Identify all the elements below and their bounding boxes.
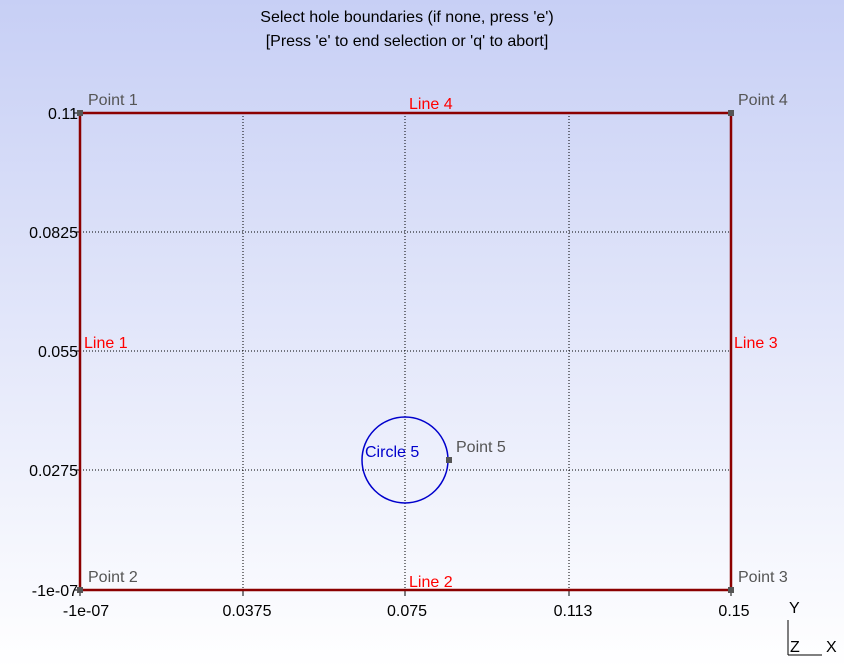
y-tick-label: 0.0275 — [29, 463, 78, 480]
triad-label: Y — [789, 600, 800, 617]
triad-label: Z — [790, 639, 800, 656]
x-tick-label: 0.15 — [718, 603, 749, 620]
point-label: Point 4 — [738, 92, 788, 109]
status-line: [Press 'e' to end selection or 'q' to ab… — [266, 33, 549, 50]
point — [446, 457, 452, 463]
x-tick-label: 0.0375 — [223, 603, 272, 620]
triad-label: X — [826, 639, 837, 656]
rectangle-lines — [78, 111, 733, 592]
point-label: Point 5 — [456, 439, 506, 456]
x-tick-label: 0.113 — [554, 603, 593, 620]
line-label: Line 2 — [409, 574, 453, 591]
point — [77, 110, 83, 116]
status-line: Select hole boundaries (if none, press '… — [260, 9, 553, 26]
line-label: Line 3 — [734, 335, 778, 352]
circle-label: Circle 5 — [365, 444, 419, 461]
line-label: Line 4 — [409, 96, 453, 113]
axis-triad: Y Z X — [787, 600, 837, 656]
y-tick-label: 0.055 — [38, 344, 78, 361]
point-label: Point 3 — [738, 569, 788, 586]
x-tick-label: -1e-07 — [63, 603, 109, 620]
point — [77, 587, 83, 593]
y-tick-label: -1e-07 — [32, 583, 78, 600]
point — [728, 110, 734, 116]
point-label: Point 1 — [88, 92, 138, 109]
point — [728, 587, 734, 593]
line-label: Line 1 — [84, 335, 128, 352]
y-tick-label: 0.11 — [48, 106, 78, 123]
point-label: Point 2 — [88, 569, 138, 586]
x-tick-label: 0.075 — [387, 603, 427, 620]
y-tick-label: 0.0825 — [29, 225, 78, 242]
grid — [80, 113, 731, 590]
